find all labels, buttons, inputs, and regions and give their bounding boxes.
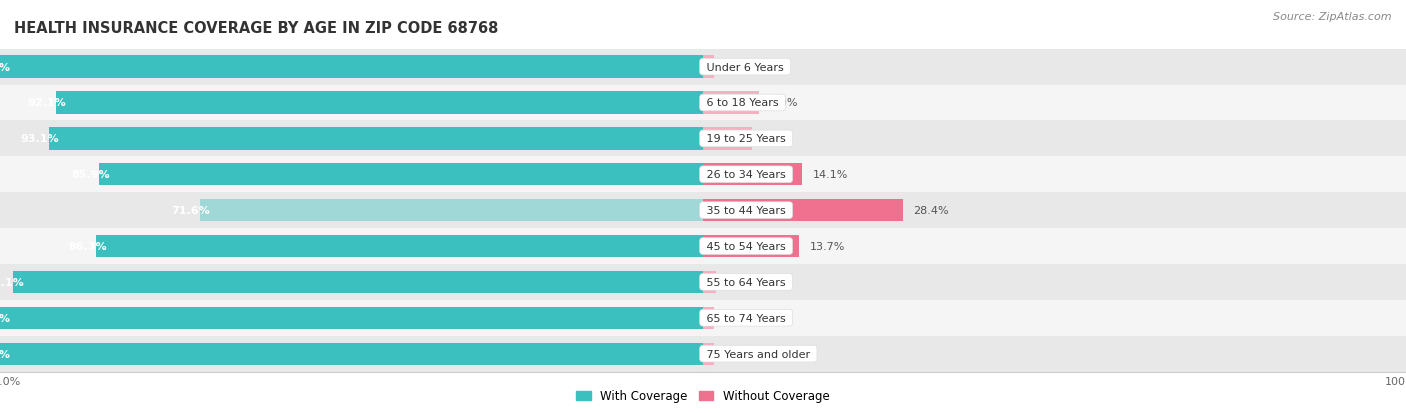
Text: 92.1%: 92.1% [27, 98, 66, 108]
Text: 71.6%: 71.6% [172, 206, 211, 216]
Bar [200, 199, 703, 222]
Text: 65 to 74 Years: 65 to 74 Years [703, 313, 789, 323]
Bar [703, 235, 799, 258]
Bar [703, 343, 713, 365]
Text: 6.9%: 6.9% [762, 134, 790, 144]
Bar [703, 50, 1406, 85]
Bar [0, 50, 703, 85]
Text: 19 to 25 Years: 19 to 25 Years [703, 134, 789, 144]
Text: HEALTH INSURANCE COVERAGE BY AGE IN ZIP CODE 68768: HEALTH INSURANCE COVERAGE BY AGE IN ZIP … [14, 21, 499, 36]
Bar [0, 85, 703, 121]
Text: 14.1%: 14.1% [813, 170, 848, 180]
Bar [98, 164, 703, 186]
Text: 0.0%: 0.0% [724, 313, 752, 323]
Bar [13, 271, 703, 293]
Text: 75 Years and older: 75 Years and older [703, 349, 814, 359]
Bar [703, 228, 1406, 264]
Legend: With Coverage, Without Coverage: With Coverage, Without Coverage [572, 385, 834, 407]
Text: 28.4%: 28.4% [914, 206, 949, 216]
Bar [0, 264, 703, 300]
Text: Under 6 Years: Under 6 Years [703, 62, 787, 72]
Text: 6 to 18 Years: 6 to 18 Years [703, 98, 782, 108]
Bar [0, 121, 703, 157]
Bar [703, 128, 752, 150]
Bar [0, 336, 703, 372]
Bar [703, 164, 801, 186]
Text: 100.0%: 100.0% [0, 349, 10, 359]
Bar [703, 121, 1406, 157]
Bar [703, 85, 1406, 121]
Bar [49, 128, 703, 150]
Bar [0, 157, 703, 193]
Bar [703, 157, 1406, 193]
Bar [703, 300, 1406, 336]
Bar [703, 264, 1406, 300]
Bar [703, 193, 1406, 228]
Text: Source: ZipAtlas.com: Source: ZipAtlas.com [1274, 12, 1392, 22]
Bar [56, 92, 703, 114]
Text: 0.0%: 0.0% [724, 62, 752, 72]
Text: 1.9%: 1.9% [727, 277, 755, 287]
Bar [0, 193, 703, 228]
Text: 35 to 44 Years: 35 to 44 Years [703, 206, 789, 216]
Text: 7.9%: 7.9% [769, 98, 797, 108]
Text: 26 to 34 Years: 26 to 34 Years [703, 170, 789, 180]
Text: 55 to 64 Years: 55 to 64 Years [703, 277, 789, 287]
Bar [703, 271, 716, 293]
Bar [703, 56, 713, 78]
Bar [0, 228, 703, 264]
Bar [703, 307, 713, 329]
Text: 13.7%: 13.7% [810, 242, 845, 252]
Text: 86.3%: 86.3% [69, 242, 107, 252]
Bar [0, 56, 703, 78]
Bar [0, 300, 703, 336]
Text: 100.0%: 100.0% [0, 62, 10, 72]
Bar [703, 92, 759, 114]
Text: 100.0%: 100.0% [0, 313, 10, 323]
Bar [0, 307, 703, 329]
Text: 93.1%: 93.1% [21, 134, 59, 144]
Text: 85.9%: 85.9% [72, 170, 110, 180]
Bar [97, 235, 703, 258]
Text: 0.0%: 0.0% [724, 349, 752, 359]
Bar [703, 336, 1406, 372]
Bar [0, 343, 703, 365]
Text: 98.1%: 98.1% [0, 277, 24, 287]
Bar [703, 199, 903, 222]
Text: 45 to 54 Years: 45 to 54 Years [703, 242, 789, 252]
